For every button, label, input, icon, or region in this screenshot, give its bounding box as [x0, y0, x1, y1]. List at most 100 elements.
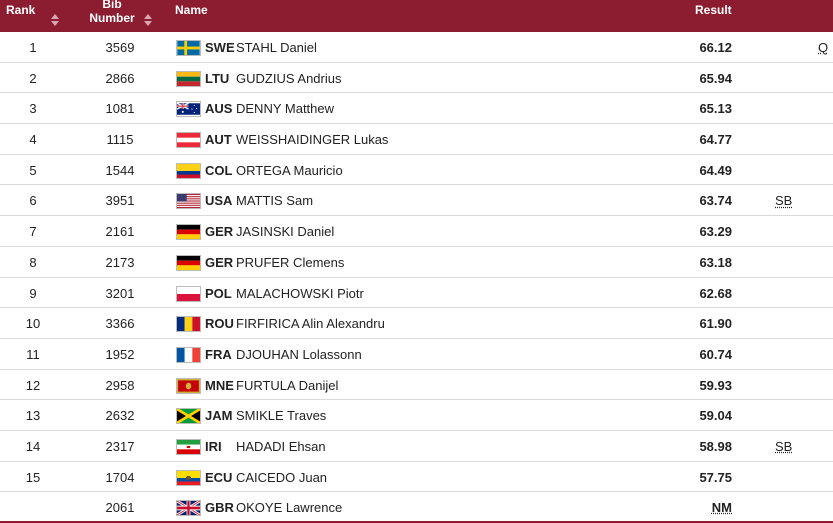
ger-flag-icon: [176, 254, 201, 271]
bib-number-cell: 1115: [106, 132, 134, 148]
athlete-name[interactable]: GUDZIUS Andrius: [236, 70, 342, 86]
name-column-header: Name: [175, 3, 208, 17]
athlete-name[interactable]: DENNY Matthew: [236, 101, 335, 117]
bib-number-cell: 1081: [105, 101, 135, 117]
bib-number-cell: 2173: [105, 254, 135, 270]
bib-number-cell: 2161: [105, 224, 135, 240]
table-row[interactable]: 15 1704 ECU CAICEDO Juan 57.75: [0, 462, 833, 493]
result-column-header: Result: [695, 3, 732, 17]
country-code: GER: [205, 254, 234, 270]
table-row[interactable]: 4 1115 AUT WEISSHAIDINGER Lukas 64.77: [0, 124, 833, 155]
country-code: FRA: [205, 346, 232, 362]
table-row[interactable]: 9 3201 POL MALACHOWSKI Piotr 62.68: [0, 278, 833, 309]
country-code: GBR: [205, 500, 234, 516]
jam-flag-icon: [176, 408, 201, 425]
athlete-name[interactable]: OKOYE Lawrence: [236, 500, 343, 516]
table-row[interactable]: 7 2161 GER JASINSKI Daniel 63.29: [0, 216, 833, 247]
country-code: USA: [205, 193, 233, 209]
bib-number-cell: 1952: [105, 346, 135, 362]
athlete-name[interactable]: FIRFIRICA Alin Alexandru: [236, 316, 385, 332]
table-row[interactable]: 2061 GBR OKOYE Lawrence NM: [0, 492, 833, 523]
result-note-abbr[interactable]: SB: [775, 438, 793, 454]
bib-header-line1: Bib: [102, 0, 122, 11]
table-row[interactable]: 12 2958 MNE FURTULA Danijel 59.93: [0, 370, 833, 401]
rank-cell: 11: [26, 346, 40, 362]
result-note-abbr[interactable]: Q: [818, 40, 829, 55]
country-code: LTU: [205, 70, 230, 86]
bib-number-cell: 1704: [105, 469, 135, 485]
col-flag-icon: [176, 162, 201, 179]
country-code: COL: [205, 162, 233, 178]
table-row[interactable]: 6 3951 USA MATTIS Sam 63.74 SB: [0, 185, 833, 217]
result-cell: 65.94: [699, 70, 732, 86]
country-code: MNE: [205, 377, 234, 393]
table-row[interactable]: 1 3569 SWE STAHL Daniel 66.12 Q: [0, 32, 833, 63]
country-code: ECU: [205, 469, 233, 485]
athlete-name[interactable]: WEISSHAIDINGER Lukas: [236, 132, 389, 148]
athlete-name[interactable]: MALACHOWSKI Piotr: [236, 285, 364, 301]
rank-cell: 12: [25, 377, 41, 393]
table-row[interactable]: 13 2632 JAM SMIKLE Traves 59.04: [0, 400, 833, 431]
table-row[interactable]: 8 2173 GER PRUFER Clemens 63.18: [0, 247, 833, 278]
athlete-name[interactable]: CAICEDO Juan: [236, 469, 328, 485]
mne-flag-icon: [176, 377, 201, 394]
bib-number-column-header[interactable]: Bib Number: [88, 0, 136, 25]
rank-cell: 2: [29, 70, 37, 86]
rank-cell: 5: [29, 162, 37, 178]
bib-sort-icon[interactable]: [144, 14, 152, 26]
result-cell: 60.74: [699, 346, 732, 362]
result-cell: 62.68: [699, 285, 732, 301]
athlete-name[interactable]: PRUFER Clemens: [236, 254, 345, 270]
rank-cell: 7: [29, 224, 37, 240]
result-cell: 63.18: [699, 254, 732, 270]
country-code: GER: [205, 224, 234, 240]
athlete-name[interactable]: SMIKLE Traves: [236, 408, 327, 424]
athlete-name[interactable]: DJOUHAN Lolassonn: [236, 346, 362, 362]
athlete-name[interactable]: JASINSKI Daniel: [236, 224, 335, 240]
table-row[interactable]: 5 1544 COL ORTEGA Mauricio 64.49: [0, 155, 833, 186]
table-row[interactable]: 2 2866 LTU GUDZIUS Andrius 65.94: [0, 63, 833, 94]
result-cell: 59.04: [699, 408, 732, 424]
result-cell: 61.90: [699, 316, 732, 332]
country-code: SWE: [205, 40, 235, 55]
result-note-abbr[interactable]: SB: [775, 193, 793, 209]
bib-number-cell: 2632: [105, 408, 135, 424]
athlete-name[interactable]: STAHL Daniel: [236, 40, 317, 55]
table-row[interactable]: 3 1081 AUS DENNY Matthew 65.13: [0, 93, 833, 125]
result-cell[interactable]: NM: [711, 500, 732, 516]
rank-cell: 13: [25, 408, 41, 424]
bib-number-cell: 2866: [105, 70, 135, 86]
fra-flag-icon: [176, 346, 201, 363]
country-code: AUS: [205, 101, 233, 117]
rank-column-header[interactable]: Rank: [6, 3, 36, 17]
results-table-body: 1 3569 SWE STAHL Daniel 66.12 Q 2 2866 LTU GUDZIU…: [0, 32, 833, 523]
rank-cell: 1: [29, 40, 37, 55]
usa-flag-icon: [176, 193, 201, 210]
table-row[interactable]: 10 3366 ROU FIRFIRICA Alin Alexandru 61.90: [0, 308, 833, 339]
aut-flag-icon: [176, 132, 201, 149]
rou-flag-icon: [176, 316, 201, 333]
rank-cell: 6: [29, 193, 37, 209]
ger-flag-icon: [176, 224, 201, 241]
result-cell: 63.29: [699, 224, 732, 240]
ecu-flag-icon: [176, 469, 201, 486]
iri-flag-icon: [176, 438, 201, 455]
country-code: POL: [205, 285, 232, 301]
result-cell: 58.98: [699, 438, 732, 454]
bib-number-cell: 2061: [105, 500, 135, 516]
athlete-name[interactable]: MATTIS Sam: [236, 193, 314, 209]
gbr-flag-icon: [176, 500, 201, 517]
athlete-name[interactable]: HADADI Ehsan: [236, 438, 326, 454]
rank-sort-icon[interactable]: [51, 14, 59, 26]
country-code: JAM: [205, 408, 233, 424]
ltu-flag-icon: [176, 70, 201, 87]
rank-cell: 15: [25, 469, 41, 485]
athlete-name[interactable]: FURTULA Danijel: [236, 377, 339, 393]
table-row[interactable]: 14 2317 IRI HADADI Ehsan 58.98 SB: [0, 431, 833, 462]
rank-cell: 10: [25, 316, 41, 332]
bib-number-cell: 2317: [105, 438, 135, 454]
athlete-name[interactable]: ORTEGA Mauricio: [236, 162, 343, 178]
table-row[interactable]: 11 1952 FRA DJOUHAN Lolassonn 60.74: [0, 339, 833, 370]
result-cell: 66.12: [699, 40, 732, 55]
aus-flag-icon: [176, 101, 201, 118]
